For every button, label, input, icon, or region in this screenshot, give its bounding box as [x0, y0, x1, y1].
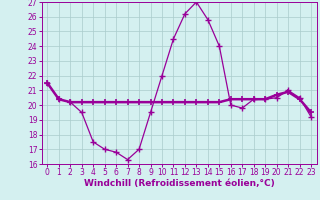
X-axis label: Windchill (Refroidissement éolien,°C): Windchill (Refroidissement éolien,°C) [84, 179, 275, 188]
